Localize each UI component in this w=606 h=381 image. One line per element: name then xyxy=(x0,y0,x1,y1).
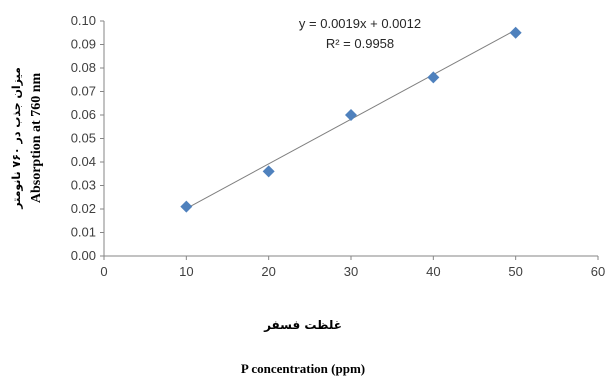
data-point xyxy=(427,71,440,84)
x-axis-label-en: P concentration (ppm) xyxy=(240,361,366,376)
data-point xyxy=(509,26,522,39)
x-tick-label: 20 xyxy=(261,264,275,279)
y-tick-label: 0.03 xyxy=(71,178,96,193)
y-axis-label-fa: میزان جذب در ۷۶۰ نانومتر xyxy=(10,67,23,210)
data-point xyxy=(345,109,357,121)
x-tick-labels: 0 10 20 30 40 50 60 xyxy=(100,264,605,279)
data-point xyxy=(180,200,193,213)
data-point xyxy=(262,165,275,178)
y-tick-labels: 0.00 0.01 0.02 0.03 0.04 0.05 0.06 0.07 0.08 0.09… xyxy=(71,13,96,263)
x-tick-label: 10 xyxy=(179,264,193,279)
x-tick-label: 60 xyxy=(591,264,605,279)
y-tick-label: 0.04 xyxy=(71,154,96,169)
y-tick-label: 0.06 xyxy=(71,107,96,122)
y-tick-label: 0.02 xyxy=(71,201,96,216)
x-axis-label-fa: غلظت فسفر xyxy=(264,318,342,332)
x-tick-label: 30 xyxy=(344,264,358,279)
x-tick-label: 0 xyxy=(100,264,107,279)
y-tick-label: 0.05 xyxy=(71,131,96,146)
axes xyxy=(100,20,599,260)
trendline-equation: y = 0.0019x + 0.0012 xyxy=(299,16,421,31)
y-tick-label: 0.01 xyxy=(71,225,96,240)
y-tick-label: 0.08 xyxy=(71,60,96,75)
y-axis-label-en: Absorption at 760 nm xyxy=(29,73,44,204)
r-squared-label: R² = 0.9958 xyxy=(326,36,394,51)
x-tick-label: 50 xyxy=(508,264,522,279)
y-tick-label: 0.09 xyxy=(71,37,96,52)
y-tick-label: 0.07 xyxy=(71,84,96,99)
y-tick-label: 0.00 xyxy=(71,248,96,263)
x-tick-label: 40 xyxy=(426,264,440,279)
y-tick-label: 0.10 xyxy=(71,13,96,28)
data-points xyxy=(180,26,522,213)
